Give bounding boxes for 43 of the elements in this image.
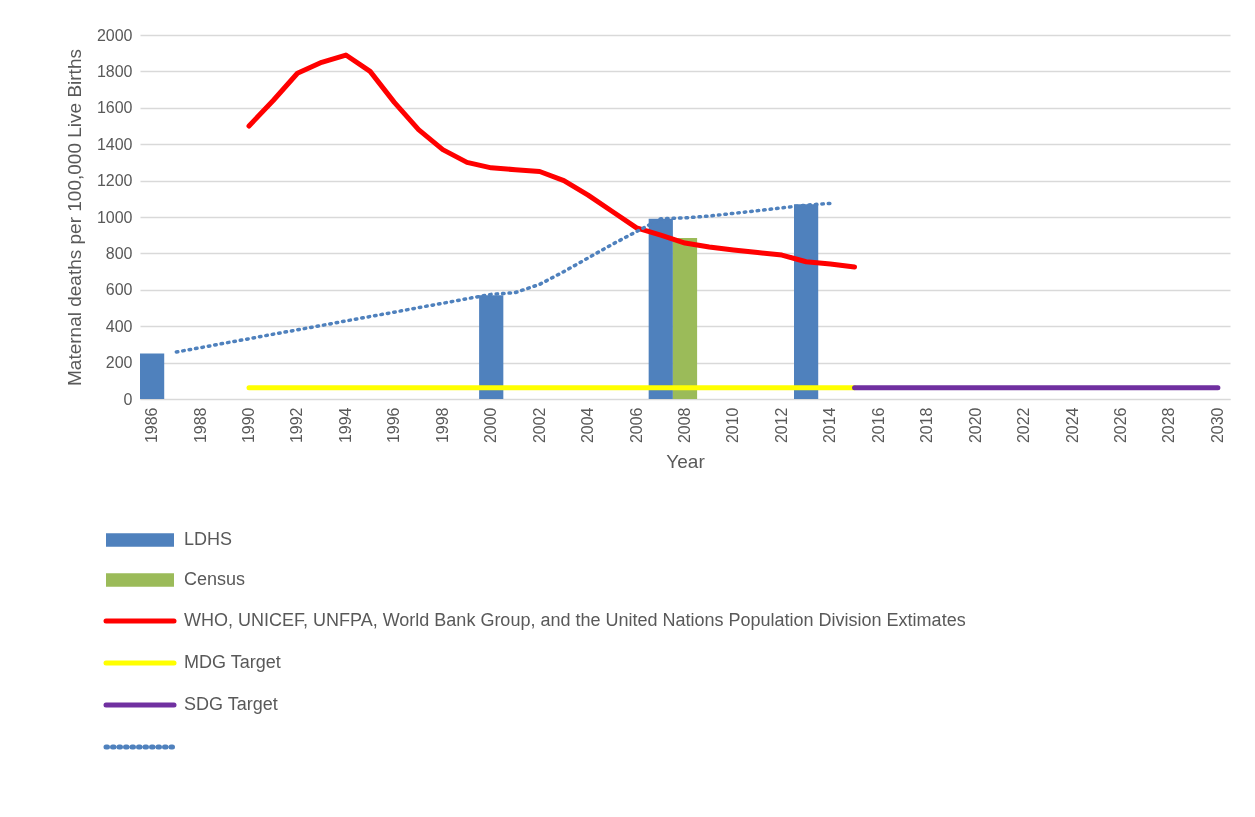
bar [140, 353, 165, 399]
x-tick-label: 1996 [385, 407, 403, 444]
x-tick-label: 2002 [530, 407, 548, 444]
x-tick-label: 2018 [918, 407, 936, 444]
y-tick-label: 1800 [96, 62, 133, 80]
y-tick-label: 800 [105, 244, 133, 262]
x-tick-label: 2030 [1208, 407, 1226, 444]
x-tick-label: 2004 [579, 407, 597, 444]
x-tick-label: 1992 [288, 407, 306, 444]
x-tick-label: 2008 [676, 407, 693, 444]
y-tick-label: 1600 [96, 99, 133, 117]
legend-label: LDHS [184, 529, 233, 549]
x-tick-label: 2014 [821, 407, 839, 444]
legend-label: MDG Target [184, 652, 281, 672]
y-tick-label: 2000 [96, 26, 133, 44]
x-tick-label: 2010 [724, 407, 742, 444]
y-tick-label: 400 [105, 317, 133, 335]
y-tick-label: 1000 [96, 208, 133, 226]
legend-label: WHO, UNICEF, UNFPA, World Bank Group, and the United Nations Population Division Extimates [184, 610, 966, 630]
y-tick-label: 200 [105, 354, 133, 372]
x-tick-label: 2016 [869, 407, 887, 444]
y-axis-title: Maternal deaths per 100,000 Live Births [63, 49, 85, 386]
legend-label: SDG Target [184, 694, 278, 714]
x-tick-label: 2006 [627, 407, 645, 444]
x-tick-label: 2000 [482, 407, 500, 444]
x-tick-label: 2020 [966, 407, 984, 444]
x-tick-label: 2026 [1112, 407, 1129, 444]
x-tick-label: 2024 [1063, 407, 1081, 444]
legend-label: Census [184, 569, 246, 589]
x-tick-label: 2022 [1015, 407, 1033, 444]
y-tick-label: 1400 [96, 135, 133, 153]
x-tick-label: 2012 [772, 407, 790, 444]
bar [672, 237, 698, 399]
y-tick-label: 0 [123, 390, 133, 408]
x-tick-label: 1994 [336, 407, 354, 444]
x-tick-label: 1990 [240, 407, 257, 444]
x-tick-label: 1986 [143, 407, 161, 444]
y-tick-label: 1200 [96, 172, 133, 190]
x-tick-label: 1988 [191, 407, 209, 444]
y-tick-label: 600 [105, 281, 133, 299]
x-tick-label: 2028 [1160, 407, 1178, 444]
x-tick-label: 1998 [433, 407, 451, 444]
x-axis-title: Year [666, 451, 706, 473]
